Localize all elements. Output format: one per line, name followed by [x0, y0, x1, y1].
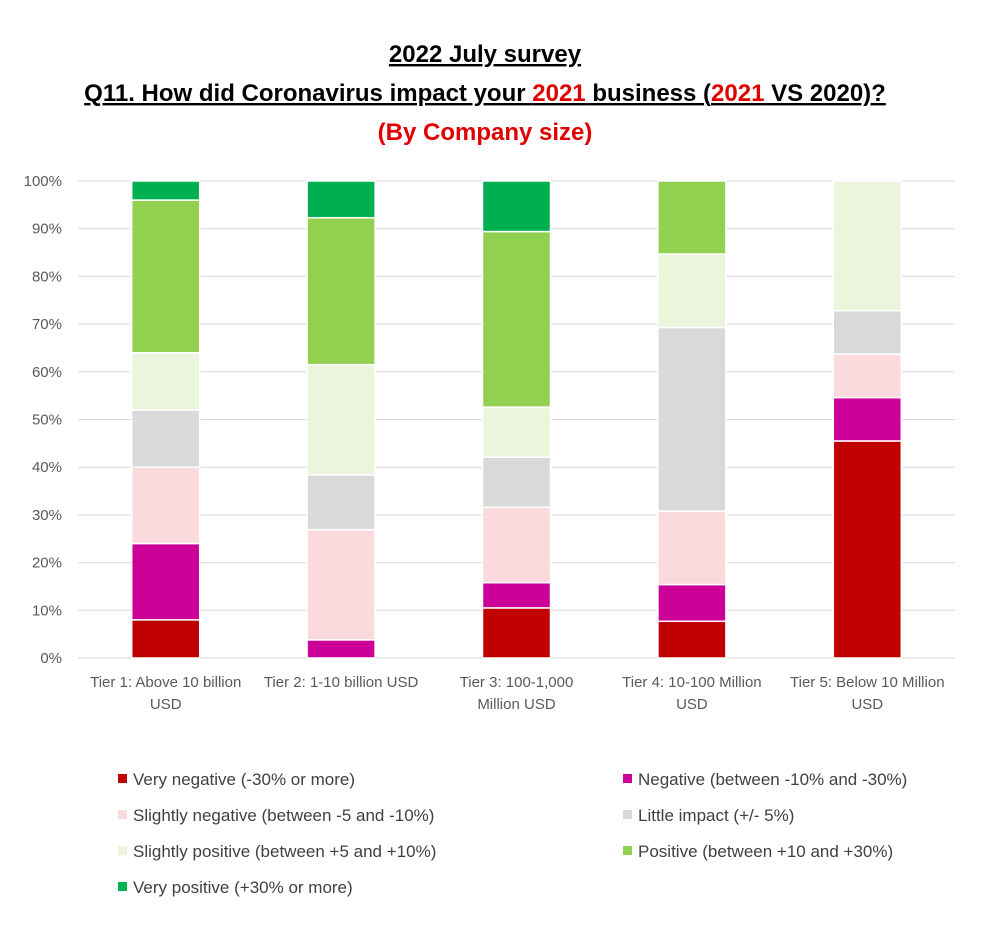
x-tick-label: USD: [851, 696, 883, 713]
legend-label: Slightly negative (between -5 and -10%): [133, 806, 434, 825]
bar-segment: [832, 396, 903, 442]
y-axis-ticks: 0% 10% 20% 30% 40% 50% 60% 70% 80% 90% 100%: [24, 173, 62, 667]
bar-segment: [481, 607, 552, 659]
bar-segment: [832, 353, 903, 399]
bar-segment: [832, 180, 903, 312]
bar-segment: [130, 409, 201, 468]
bar-segment: [657, 583, 727, 623]
bar-segment: [130, 199, 201, 354]
y-tick-label: 90%: [32, 221, 62, 238]
bar-segment: [130, 542, 201, 621]
x-tick-label: USD: [150, 696, 182, 713]
bar-segment: [306, 180, 376, 219]
title-line-2-part: business (: [586, 80, 711, 107]
legend-swatch: [623, 774, 632, 783]
legend: Very negative (-30% or more) Negative (be…: [118, 770, 907, 897]
x-axis-ticks: Tier 1: Above 10 billion USD Tier 2: 1-10 …: [90, 674, 944, 713]
bar-segment: [306, 639, 376, 659]
title-line-2-part: 2021: [711, 80, 764, 107]
x-tick-label: Million USD: [477, 696, 556, 713]
y-tick-label: 60%: [32, 364, 62, 381]
bar-segment: [481, 406, 552, 458]
legend-label: Very negative (-30% or more): [133, 770, 355, 789]
y-tick-label: 100%: [24, 173, 62, 190]
bar-segment: [832, 440, 903, 659]
y-tick-label: 40%: [32, 459, 62, 476]
x-tick-label: Tier 5: Below 10 Million: [790, 674, 945, 691]
legend-label: Very positive (+30% or more): [133, 878, 353, 897]
y-tick-label: 30%: [32, 507, 62, 524]
legend-label: Little impact (+/- 5%): [638, 806, 794, 825]
legend-swatch: [118, 882, 127, 891]
bar-segment: [657, 180, 727, 255]
legend-swatch: [623, 810, 632, 819]
bar-segment: [130, 466, 201, 545]
x-tick-label: Tier 1: Above 10 billion: [90, 674, 241, 691]
bar-segment: [481, 506, 552, 584]
bar-segment: [306, 216, 376, 366]
bars: [130, 180, 903, 659]
title-line-2-part: VS 2020)?: [764, 80, 885, 107]
bar-segment: [832, 309, 903, 355]
chart-title: 2022 July survey Q11. How did Coronaviru…: [84, 41, 886, 146]
y-tick-label: 80%: [32, 268, 62, 285]
y-tick-label: 50%: [32, 412, 62, 429]
x-tick-label: Tier 3: 100-1,000: [460, 674, 574, 691]
legend-swatch: [118, 810, 127, 819]
bar-segment: [130, 180, 201, 201]
legend-swatch: [623, 846, 632, 855]
x-tick-label: Tier 2: 1-10 billion USD: [264, 674, 419, 691]
y-tick-label: 20%: [32, 555, 62, 572]
title-line-2-part: 2021: [532, 80, 585, 107]
bar-segment: [657, 510, 727, 586]
bar-segment: [657, 620, 727, 659]
bar-segment: [481, 180, 552, 233]
bar-segment: [130, 351, 201, 411]
y-tick-label: 0%: [40, 650, 62, 667]
y-tick-label: 70%: [32, 316, 62, 333]
title-line-3: (By Company size): [378, 119, 593, 146]
title-line-1: 2022 July survey: [389, 41, 582, 68]
legend-swatch: [118, 846, 127, 855]
legend-label: Negative (between -10% and -30%): [638, 770, 907, 789]
x-tick-label: USD: [676, 696, 708, 713]
legend-swatch: [118, 774, 127, 783]
x-tick-label: Tier 4: 10-100 Million: [622, 674, 762, 691]
y-tick-label: 10%: [32, 602, 62, 619]
bar-segment: [306, 363, 376, 476]
bar-segment: [657, 326, 727, 512]
title-line-2: Q11. How did Coronavirus impact your 202…: [84, 80, 886, 107]
bar-segment: [306, 528, 376, 641]
bar-segment: [481, 456, 552, 509]
legend-label: Slightly positive (between +5 and +10%): [133, 842, 436, 861]
bar-segment: [306, 474, 376, 531]
bar-segment: [130, 619, 201, 659]
bar-segment: [657, 253, 727, 329]
title-line-2-part: Q11. How did Coronavirus impact your: [84, 80, 532, 107]
legend-label: Positive (between +10 and +30%): [638, 842, 893, 861]
bar-segment: [481, 581, 552, 609]
bar-segment: [481, 230, 552, 408]
